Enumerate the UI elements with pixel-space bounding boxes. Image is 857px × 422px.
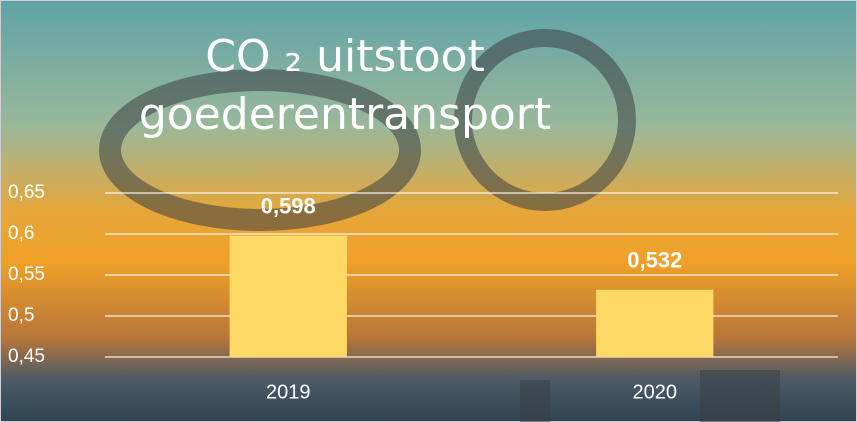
data-label: 0,598 (261, 193, 316, 218)
data-label: 0,532 (627, 248, 682, 273)
y-tick-label: 0,55 (8, 264, 45, 285)
y-tick-label: 0,45 (8, 346, 45, 367)
bar (596, 289, 714, 357)
bar (229, 235, 347, 357)
smoke-decoration (99, 29, 780, 422)
x-tick-label: 2020 (633, 381, 678, 403)
chart-title: CO ₂ uitstoot goederentransport (138, 31, 552, 140)
x-tick-label: 2019 (266, 381, 311, 403)
y-tick-label: 0,6 (8, 223, 34, 244)
y-tick-label: 0,65 (8, 182, 45, 203)
y-tick-label: 0,5 (8, 305, 34, 326)
